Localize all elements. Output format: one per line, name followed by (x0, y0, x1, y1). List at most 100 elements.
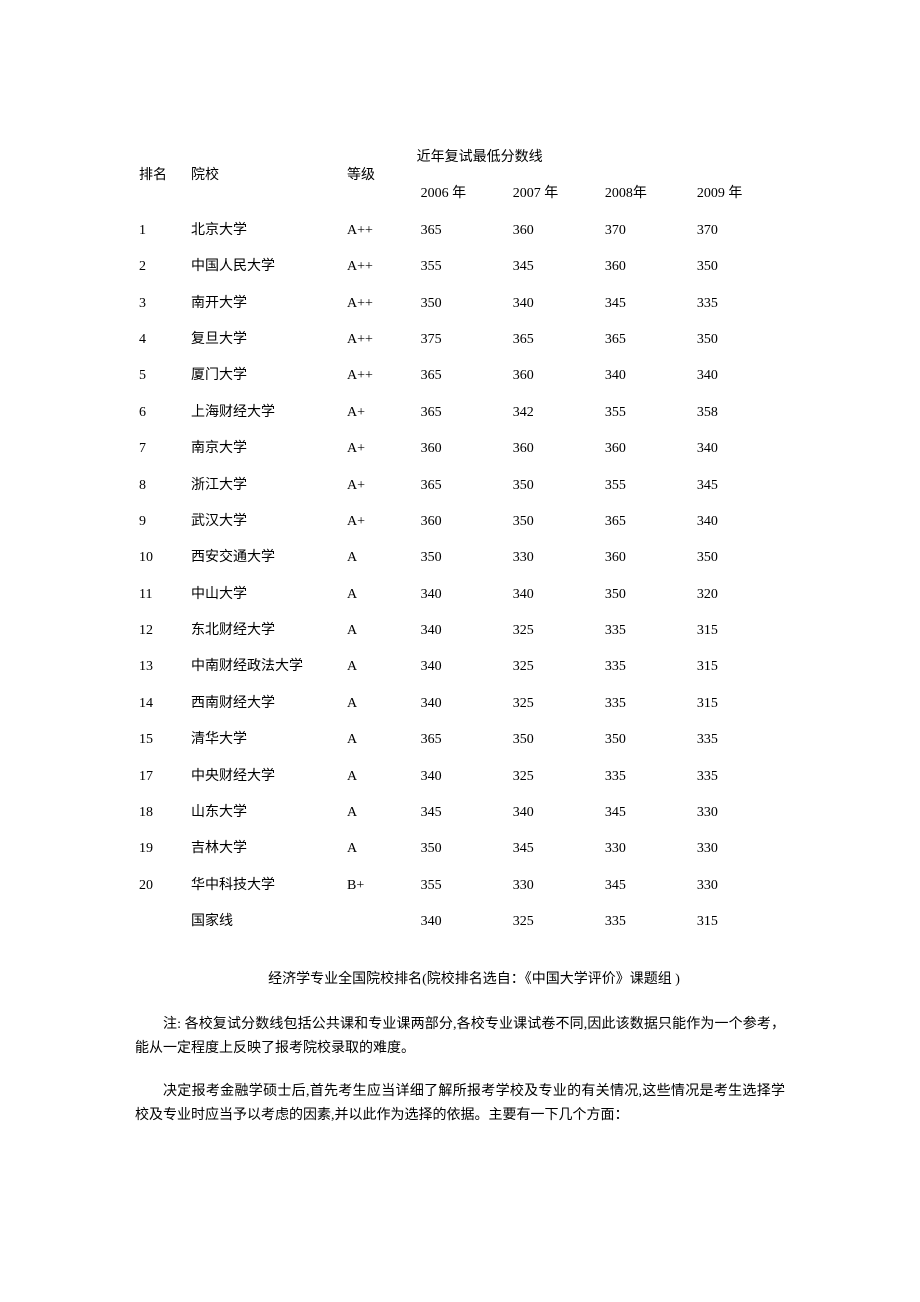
table-row: 11中山大学A340340350320 (135, 577, 785, 613)
cell-score: 340 (417, 759, 509, 795)
cell-school: 中山大学 (187, 577, 343, 613)
cell-score: 345 (509, 831, 601, 867)
cell-score: 355 (601, 395, 693, 431)
table-row: 18山东大学A345340345330 (135, 795, 785, 831)
cell-score: 335 (601, 613, 693, 649)
cell-rank: 11 (135, 577, 187, 613)
cell-score: 350 (509, 468, 601, 504)
table-caption: 经济学专业全国院校排名(院校排名选自：《中国大学评价》课题组 ) (135, 969, 785, 991)
cell-school: 国家线 (187, 904, 343, 940)
cell-grade: A+ (343, 395, 417, 431)
cell-grade: A (343, 613, 417, 649)
cell-school: 中央财经大学 (187, 759, 343, 795)
cell-score: 365 (417, 395, 509, 431)
cell-score: 325 (509, 686, 601, 722)
header-group-title: 近年复试最低分数线 (417, 140, 785, 176)
cell-score: 360 (601, 431, 693, 467)
cell-rank: 10 (135, 540, 187, 576)
cell-school: 中国人民大学 (187, 249, 343, 285)
cell-score: 350 (509, 504, 601, 540)
cell-rank: 7 (135, 431, 187, 467)
table-row: 13中南财经政法大学A340325335315 (135, 649, 785, 685)
cell-score: 365 (601, 322, 693, 358)
cell-score: 315 (693, 649, 785, 685)
cell-school: 南开大学 (187, 286, 343, 322)
table-row: 9武汉大学A+360350365340 (135, 504, 785, 540)
cell-rank: 19 (135, 831, 187, 867)
cell-score: 335 (601, 686, 693, 722)
cell-rank: 8 (135, 468, 187, 504)
cell-score: 370 (693, 213, 785, 249)
cell-rank: 15 (135, 722, 187, 758)
cell-score: 345 (509, 249, 601, 285)
table-row: 2中国人民大学A++355345360350 (135, 249, 785, 285)
note-paragraph: 注: 各校复试分数线包括公共课和专业课两部分,各校专业课试卷不同,因此该数据只能… (135, 1013, 785, 1062)
cell-school: 厦门大学 (187, 358, 343, 394)
cell-rank: 4 (135, 322, 187, 358)
cell-score: 360 (417, 504, 509, 540)
cell-score: 335 (601, 649, 693, 685)
cell-score: 355 (601, 468, 693, 504)
cell-score: 340 (509, 795, 601, 831)
cell-rank: 14 (135, 686, 187, 722)
cell-rank (135, 904, 187, 940)
cell-grade: A++ (343, 322, 417, 358)
header-year: 2009 年 (693, 176, 785, 212)
cell-score: 315 (693, 686, 785, 722)
cell-score: 330 (509, 868, 601, 904)
cell-school: 西安交通大学 (187, 540, 343, 576)
cell-school: 上海财经大学 (187, 395, 343, 431)
cell-score: 325 (509, 613, 601, 649)
cell-score: 375 (417, 322, 509, 358)
cell-score: 365 (417, 722, 509, 758)
cell-score: 350 (417, 286, 509, 322)
cell-score: 350 (601, 722, 693, 758)
cell-score: 345 (417, 795, 509, 831)
cell-score: 340 (693, 431, 785, 467)
body-paragraph: 决定报考金融学硕士后,首先考生应当详细了解所报考学校及专业的有关情况,这些情况是… (135, 1080, 785, 1129)
cell-score: 360 (601, 249, 693, 285)
cell-score: 358 (693, 395, 785, 431)
cell-grade: A+ (343, 468, 417, 504)
table-row: 6上海财经大学A+365342355358 (135, 395, 785, 431)
cell-grade: A (343, 795, 417, 831)
table-row: 7南京大学A+360360360340 (135, 431, 785, 467)
table-row: 国家线340325335315 (135, 904, 785, 940)
cell-rank: 20 (135, 868, 187, 904)
cell-school: 北京大学 (187, 213, 343, 249)
header-year: 2006 年 (417, 176, 509, 212)
cell-score: 350 (417, 540, 509, 576)
table-row: 3南开大学A++350340345335 (135, 286, 785, 322)
cell-score: 355 (417, 249, 509, 285)
cell-score: 360 (509, 358, 601, 394)
cell-grade: A (343, 540, 417, 576)
cell-rank: 18 (135, 795, 187, 831)
cell-rank: 2 (135, 249, 187, 285)
cell-score: 340 (601, 358, 693, 394)
cell-score: 325 (509, 904, 601, 940)
cell-score: 365 (417, 358, 509, 394)
cell-grade: A++ (343, 213, 417, 249)
table-row: 15清华大学A365350350335 (135, 722, 785, 758)
cell-score: 340 (417, 649, 509, 685)
cell-score: 340 (693, 504, 785, 540)
cell-score: 350 (601, 577, 693, 613)
table-row: 4复旦大学A++375365365350 (135, 322, 785, 358)
cell-score: 365 (601, 504, 693, 540)
table-row: 12东北财经大学A340325335315 (135, 613, 785, 649)
cell-rank: 17 (135, 759, 187, 795)
cell-rank: 5 (135, 358, 187, 394)
cell-school: 清华大学 (187, 722, 343, 758)
cell-grade: A (343, 577, 417, 613)
cell-score: 342 (509, 395, 601, 431)
cell-school: 浙江大学 (187, 468, 343, 504)
cell-score: 335 (601, 904, 693, 940)
table-row: 1北京大学A++365360370370 (135, 213, 785, 249)
cell-score: 330 (693, 831, 785, 867)
cell-score: 370 (601, 213, 693, 249)
cell-rank: 6 (135, 395, 187, 431)
cell-score: 335 (693, 286, 785, 322)
table-row: 10西安交通大学A350330360350 (135, 540, 785, 576)
cell-rank: 13 (135, 649, 187, 685)
cell-score: 345 (693, 468, 785, 504)
